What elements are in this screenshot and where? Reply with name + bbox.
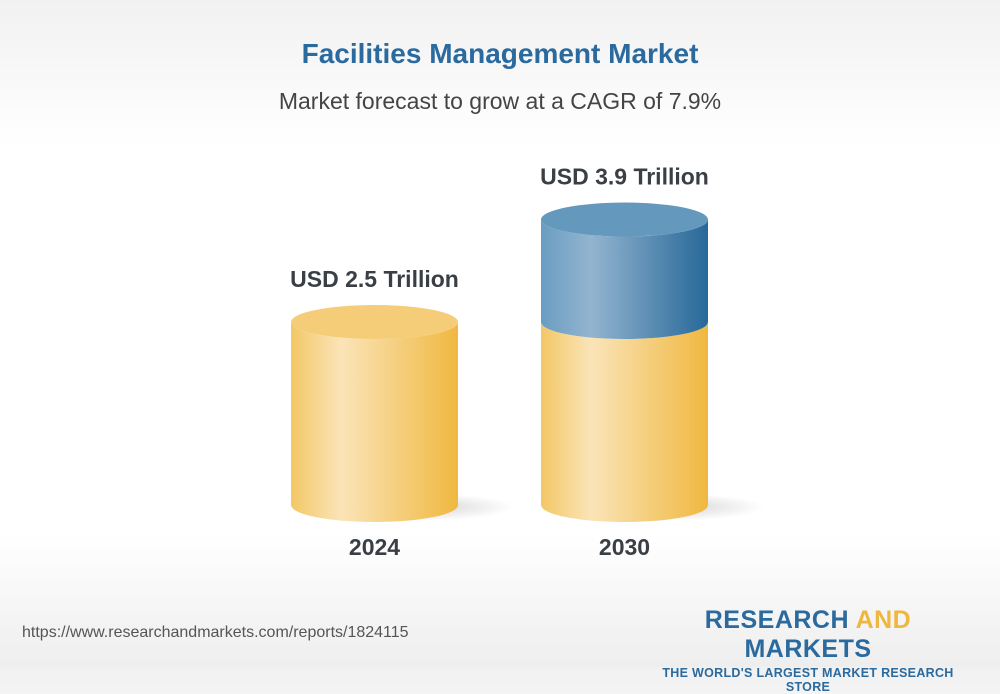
bar-2024 — [291, 322, 459, 522]
bar-2030-growth — [541, 219, 708, 339]
data-label: USD 3.9 Trillion — [540, 164, 709, 190]
cylinder-top — [291, 305, 458, 339]
bar-2030-base — [541, 322, 708, 522]
cylinder-chart: USD 2.5 Trillion 2024 USD 3.9 Trillion 2030 — [290, 164, 765, 560]
chart-subtitle: Market forecast to grow at a CAGR of 7.9… — [278, 88, 722, 114]
data-label: USD 2.5 Trillion — [290, 266, 459, 292]
research-and-markets-logo: RESEARCH AND MARKETS THE WORLD'S LARGEST… — [662, 606, 954, 694]
chart-title: Facilities Management Market — [301, 38, 699, 69]
category-label: 2024 — [349, 534, 400, 560]
cylinder-top — [541, 202, 708, 237]
source-url[interactable]: https://www.researchandmarkets.com/repor… — [22, 624, 409, 641]
category-label: 2030 — [599, 534, 650, 560]
